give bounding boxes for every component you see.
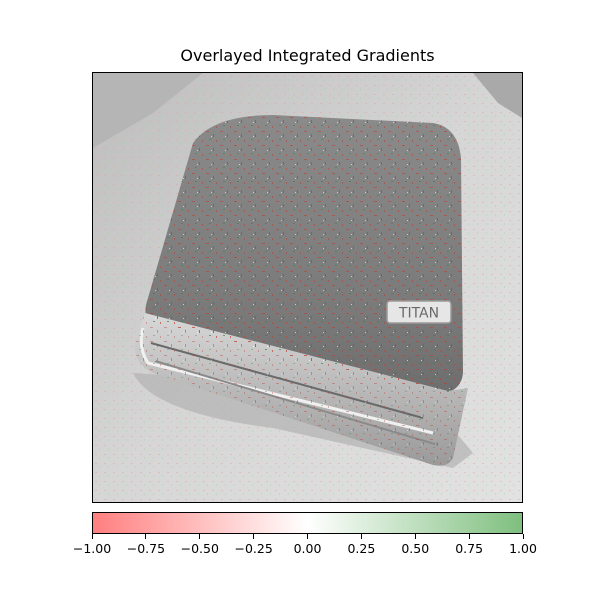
titan-badge: TITAN	[386, 300, 452, 324]
colorbar-tick-label: 0.75	[455, 541, 484, 556]
colorbar-tick: −0.25	[224, 534, 284, 556]
colorbar-tick-label: −0.75	[126, 541, 166, 556]
colorbar-tick: 0.75	[439, 534, 499, 556]
colorbar-tick: 0.00	[278, 534, 338, 556]
colorbar-tick: −0.50	[170, 534, 230, 556]
colorbar-tick-label: −1.00	[72, 541, 112, 556]
colorbar	[92, 512, 523, 534]
colorbar-tick-label: −0.50	[180, 541, 219, 556]
colorbar-tick: −1.00	[62, 534, 122, 556]
badge-text: TITAN	[398, 306, 439, 322]
colorbar-tick: 1.00	[493, 534, 553, 556]
colorbar-tick: −0.75	[116, 534, 176, 556]
figure-title: Overlayed Integrated Gradients	[180, 46, 435, 65]
colorbar-tick-label: 0.00	[293, 541, 322, 556]
colorbar-tick: 0.50	[385, 534, 445, 556]
colorbar-tick-label: 0.50	[401, 541, 430, 556]
colorbar-tick-label: 1.00	[509, 541, 537, 556]
colorbar-ticks: −1.00 −0.75 −0.50 −0.25 0.00 0.25 0.50 0.75 1.00	[73, 534, 537, 564]
image-axes: TITAN	[92, 72, 523, 503]
colorbar-tick-label: 0.25	[347, 541, 376, 556]
colorbar-tick-label: −0.25	[234, 541, 273, 556]
colorbar-tick: 0.25	[331, 534, 391, 556]
overlay-image: TITAN	[93, 73, 522, 502]
